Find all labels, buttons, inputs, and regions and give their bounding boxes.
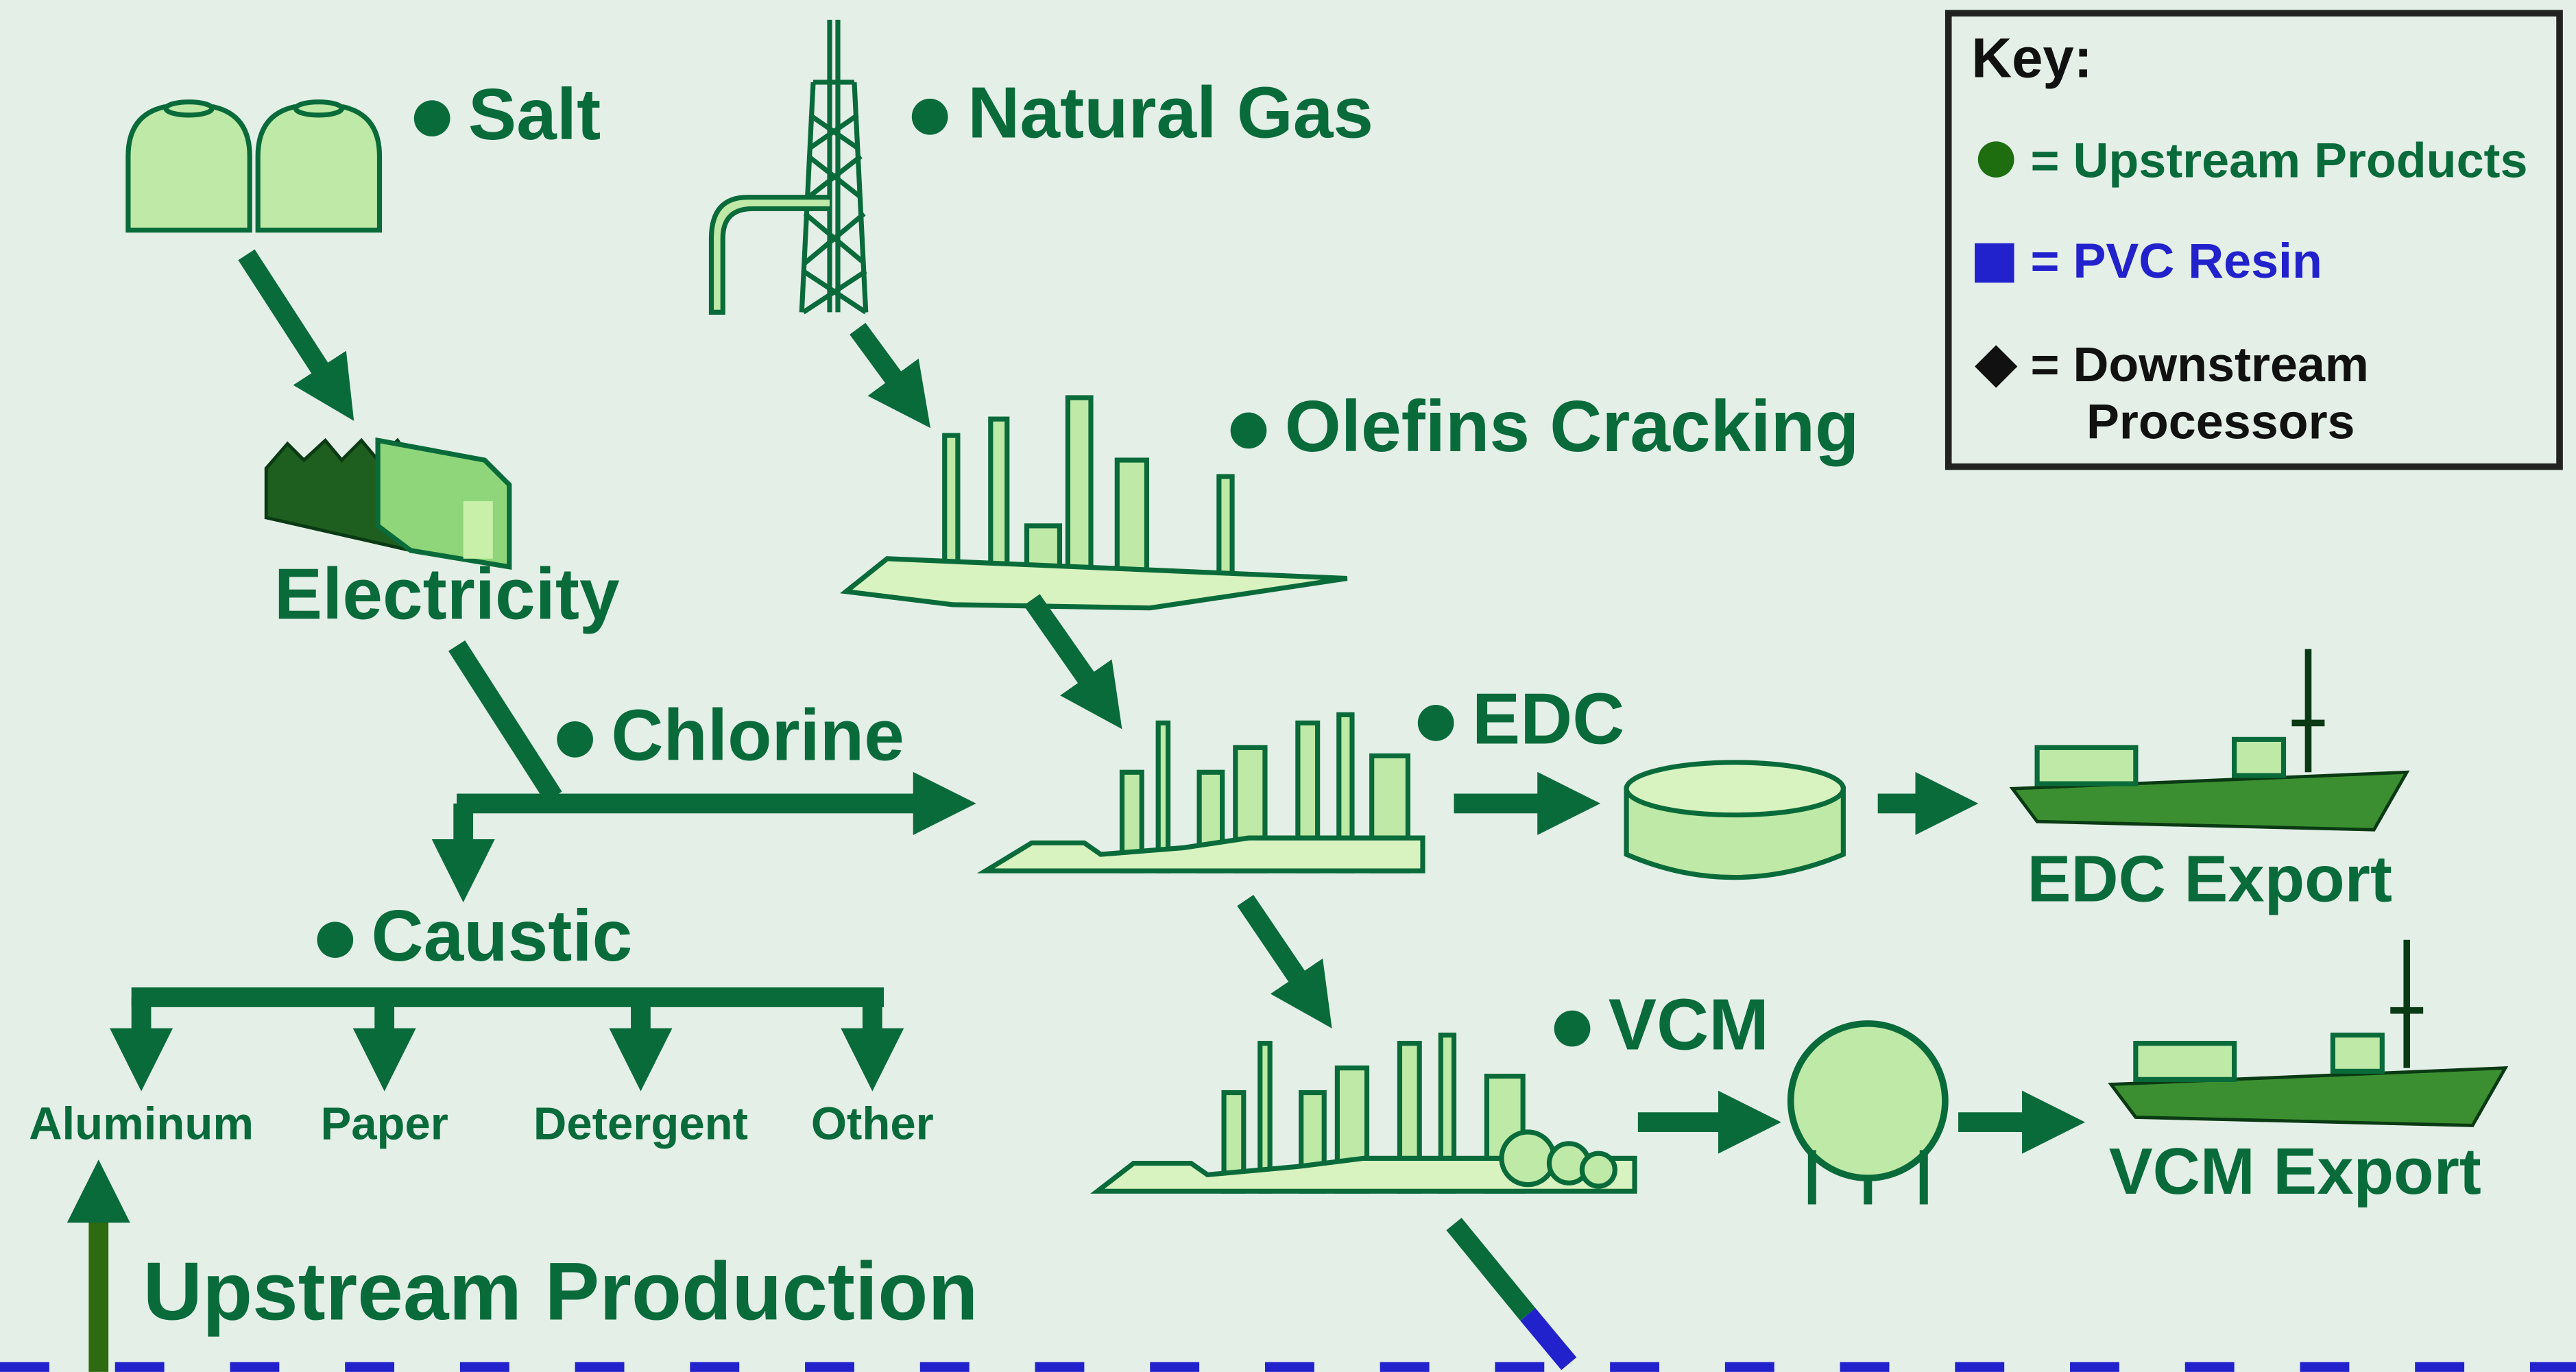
edc-plant-icon <box>976 712 1425 874</box>
node-label: VCM <box>1609 985 1769 1065</box>
arrow <box>1237 895 1332 1028</box>
arrow <box>1023 594 1122 730</box>
gas-derrick-icon <box>708 19 869 315</box>
bullet <box>1230 412 1267 449</box>
key-item: Processors <box>2086 395 2355 450</box>
arrow <box>1446 1218 1536 1321</box>
bullet <box>1417 705 1454 741</box>
electricity-icon <box>264 437 512 570</box>
key-item: = Downstream <box>2031 337 2369 392</box>
bullet <box>317 922 354 959</box>
arrow <box>238 249 354 421</box>
node-label: Olefins Cracking <box>1285 387 1859 467</box>
key-title: Key: <box>1971 27 2093 90</box>
use-label: Aluminum <box>29 1098 254 1150</box>
arrow <box>1520 1308 1577 1371</box>
bullet <box>1554 1010 1591 1047</box>
node-label: Electricity <box>274 555 620 635</box>
bullet <box>911 98 948 135</box>
vcm-sphere-icon <box>1787 1020 1949 1205</box>
olefins-cracker-icon <box>840 395 1348 611</box>
node-label: Natural Gas <box>967 73 1373 154</box>
use-label: Paper <box>320 1098 448 1150</box>
arrow <box>448 640 562 802</box>
arrow <box>850 322 931 429</box>
salt-icon <box>125 99 383 233</box>
node-label: EDC Export <box>2027 843 2392 916</box>
node-label: Salt <box>468 75 601 155</box>
node-label: EDC <box>1472 679 1625 760</box>
vcm-ship-icon <box>2108 939 2509 1127</box>
node-label: VCM Export <box>2109 1135 2481 1208</box>
bullet <box>557 721 593 758</box>
key-symbol <box>1977 141 2014 178</box>
key-item: = PVC Resin <box>2031 234 2322 289</box>
vcm-plant-icon <box>1090 1033 1637 1194</box>
node-label: Chlorine <box>611 696 904 776</box>
edc-tank-icon <box>1624 760 1846 880</box>
edc-ship-icon <box>2009 649 2410 832</box>
node-label: Caustic <box>372 896 633 976</box>
use-label: Detergent <box>533 1098 748 1150</box>
key-item: = Upstream Products <box>2031 134 2528 189</box>
key-box: Key: = Upstream Products = PVC Resin = D… <box>1945 10 2563 470</box>
section-label: Upstream Production <box>143 1247 978 1338</box>
bullet <box>413 100 450 137</box>
key-symbol <box>1975 243 2014 283</box>
use-label: Other <box>811 1098 934 1150</box>
